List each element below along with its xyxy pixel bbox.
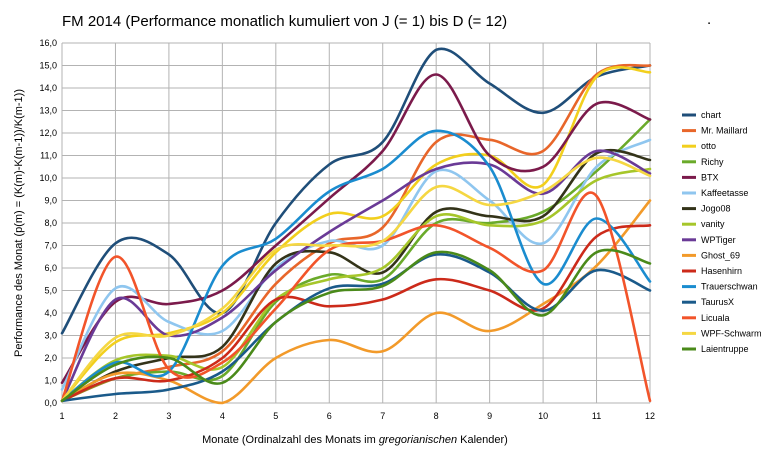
series-line-richy xyxy=(60,118,652,403)
legend-label-vanity: vanity xyxy=(701,219,725,229)
y-tick-label: 2,0 xyxy=(44,353,57,363)
legend-label-jogo08: Jogo08 xyxy=(701,204,731,214)
x-tick-label: 4 xyxy=(220,411,225,421)
legend-label-taurusx: TaurusX xyxy=(701,297,734,307)
series-line-hasenhirn xyxy=(60,224,652,403)
series-line-licuala xyxy=(60,191,652,403)
x-tick-label: 10 xyxy=(538,411,548,421)
y-tick-label: 8,0 xyxy=(44,218,57,228)
x-tick-label: 5 xyxy=(273,411,278,421)
y-axis-label: Performance des Monat (p(m) = (K(m)-K(m-… xyxy=(13,89,25,357)
x-axis-label-part-1: Monate (Ordinalzahl des Monats im xyxy=(202,434,379,446)
y-tick-label: 13,0 xyxy=(39,106,57,116)
legend-label-richy: Richy xyxy=(701,157,724,167)
series-line-laientruppe xyxy=(60,248,652,403)
y-tick-label: 5,0 xyxy=(44,286,57,296)
series-line-taurusx xyxy=(60,253,652,403)
legend-label-trauerschwan: Trauerschwan xyxy=(701,282,758,292)
x-tick-label: 3 xyxy=(166,411,171,421)
legend-label-chart: chart xyxy=(701,110,722,120)
legend-label-wptiger: WPTiger xyxy=(701,235,736,245)
y-tick-label: 9,0 xyxy=(44,196,57,206)
legend: chart Mr. Maillard otto Richy BTX Kaffeetasse… xyxy=(682,110,762,354)
x-axis-label: Monate (Ordinalzahl des Monats im gregor… xyxy=(202,434,508,446)
x-tick-label: 7 xyxy=(380,411,385,421)
x-tick-label: 2 xyxy=(113,411,118,421)
x-axis-label-part-2: gregorianischen xyxy=(379,434,457,446)
legend-label-hasenhirn: Hasenhirn xyxy=(701,266,742,276)
y-tick-label: 12,0 xyxy=(39,128,57,138)
y-tick-label: 14,0 xyxy=(39,83,57,93)
legend-label-ghost-69: Ghost_69 xyxy=(701,250,740,260)
series-line-btx xyxy=(60,73,652,385)
legend-label-btx: BTX xyxy=(701,172,719,182)
x-tick-label: 1 xyxy=(59,411,64,421)
y-tick-label: 1,0 xyxy=(44,376,57,386)
series-line-trauerschwan xyxy=(60,129,652,403)
legend-label-kaffeetasse: Kaffeetasse xyxy=(701,188,748,198)
y-tick-label: 6,0 xyxy=(44,263,57,273)
series-line-wpf-schwarm xyxy=(60,156,652,403)
series-line-chart xyxy=(60,47,652,335)
legend-label-licuala: Licuala xyxy=(701,313,730,323)
x-tick-label: 9 xyxy=(487,411,492,421)
series-line-mr-maillard xyxy=(60,63,652,403)
x-tick-label: 11 xyxy=(592,411,601,421)
series-line-otto xyxy=(60,66,652,403)
y-tick-label: 10,0 xyxy=(39,173,57,183)
legend-label-otto: otto xyxy=(701,141,716,151)
series-line-vanity xyxy=(60,167,652,403)
y-tick-label: 3,0 xyxy=(44,331,57,341)
y-tick-label: 4,0 xyxy=(44,308,57,318)
y-tick-label: 7,0 xyxy=(44,241,57,251)
y-tick-label: 0,0 xyxy=(44,398,57,408)
y-tick-label: 16,0 xyxy=(39,38,57,48)
x-tick-label: 6 xyxy=(327,411,332,421)
x-tick-label: 12 xyxy=(645,411,655,421)
title-mark: . xyxy=(707,11,711,28)
x-axis-label-part-3: Kalender) xyxy=(457,434,508,446)
legend-label-wpf-schwarm: WPF-Schwarm xyxy=(701,328,762,338)
x-tick-label: 8 xyxy=(434,411,439,421)
legend-label-mr-maillard: Mr. Maillard xyxy=(701,126,748,136)
y-tick-label: 15,0 xyxy=(39,61,57,71)
x-axis-ticks: 1 2 3 4 5 6 7 8 9 10 11 12 xyxy=(59,411,655,421)
series-lines xyxy=(60,47,652,405)
legend-label-laientruppe: Laientruppe xyxy=(701,344,749,354)
y-tick-label: 11,0 xyxy=(40,151,57,161)
y-axis-ticks: 0,0 1,0 2,0 3,0 4,0 5,0 6,0 7,0 8,0 9,0 10,0 11,0 12… xyxy=(39,38,57,408)
chart-title: FM 2014 (Performance monatlich kumuliert… xyxy=(62,13,507,30)
